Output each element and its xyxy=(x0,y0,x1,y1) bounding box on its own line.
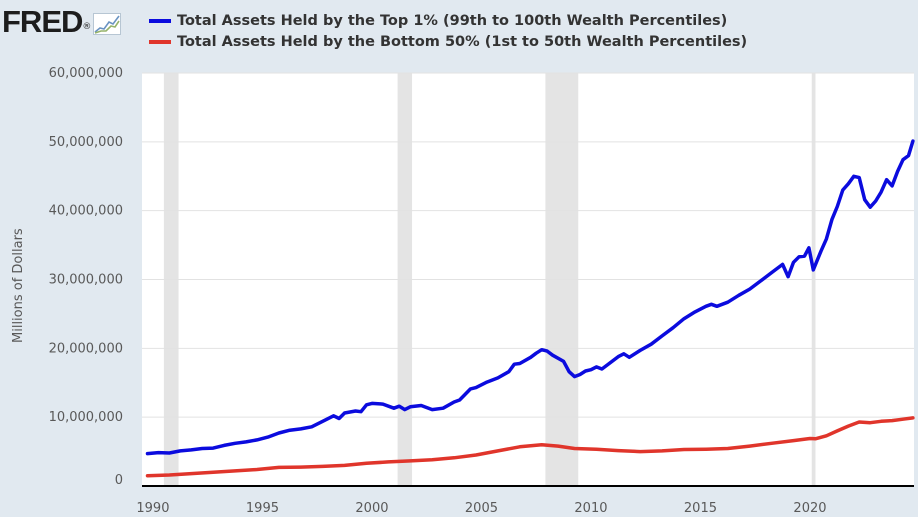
x-tick-label: 2010 xyxy=(574,501,607,516)
legend-swatch-top-1 xyxy=(149,18,171,23)
legend-item-bottom-50[interactable]: Total Assets Held by the Bottom 50% (1st… xyxy=(149,31,747,52)
y-tick-label: 0 xyxy=(115,473,123,488)
x-tick-label: 1990 xyxy=(136,501,169,516)
y-tick-label: 30,000,000 xyxy=(49,273,123,288)
chart-line-icon xyxy=(93,13,122,35)
series-lines xyxy=(145,139,915,478)
y-tick-label: 20,000,000 xyxy=(49,341,123,356)
fred-logo[interactable]: FRED ® xyxy=(2,4,122,39)
y-tick-label: 40,000,000 xyxy=(49,204,123,219)
chart-legend: Total Assets Held by the Top 1% (99th to… xyxy=(149,10,747,52)
legend-swatch-bottom-50 xyxy=(149,39,171,44)
x-tick-label: 2005 xyxy=(465,501,498,516)
registered-mark: ® xyxy=(82,22,92,32)
x-tick-label: 2000 xyxy=(355,501,388,516)
y-tick-label: 10,000,000 xyxy=(49,410,123,425)
series-line-bottom-50[interactable] xyxy=(145,416,915,478)
x-tick-label: 2015 xyxy=(684,501,717,516)
legend-label-bottom-50: Total Assets Held by the Bottom 50% (1st… xyxy=(177,33,748,50)
x-tick-label: 2020 xyxy=(793,501,826,516)
y-axis-ticks: 0 10,000,000 20,000,000 30,000,000 40,000,00… xyxy=(49,66,123,488)
series-line-top-1[interactable] xyxy=(145,139,915,456)
y-tick-label: 60,000,000 xyxy=(49,66,123,81)
logo-text: FRED xyxy=(2,4,83,39)
gridlines xyxy=(142,72,914,418)
x-axis-ticks: 1990 1995 2000 2005 2010 2015 2020 xyxy=(136,501,826,516)
legend-item-top-1[interactable]: Total Assets Held by the Top 1% (99th to… xyxy=(149,10,747,31)
x-tick-label: 1995 xyxy=(246,501,279,516)
legend-label-top-1: Total Assets Held by the Top 1% (99th to… xyxy=(177,12,728,29)
y-tick-label: 50,000,000 xyxy=(49,135,123,150)
